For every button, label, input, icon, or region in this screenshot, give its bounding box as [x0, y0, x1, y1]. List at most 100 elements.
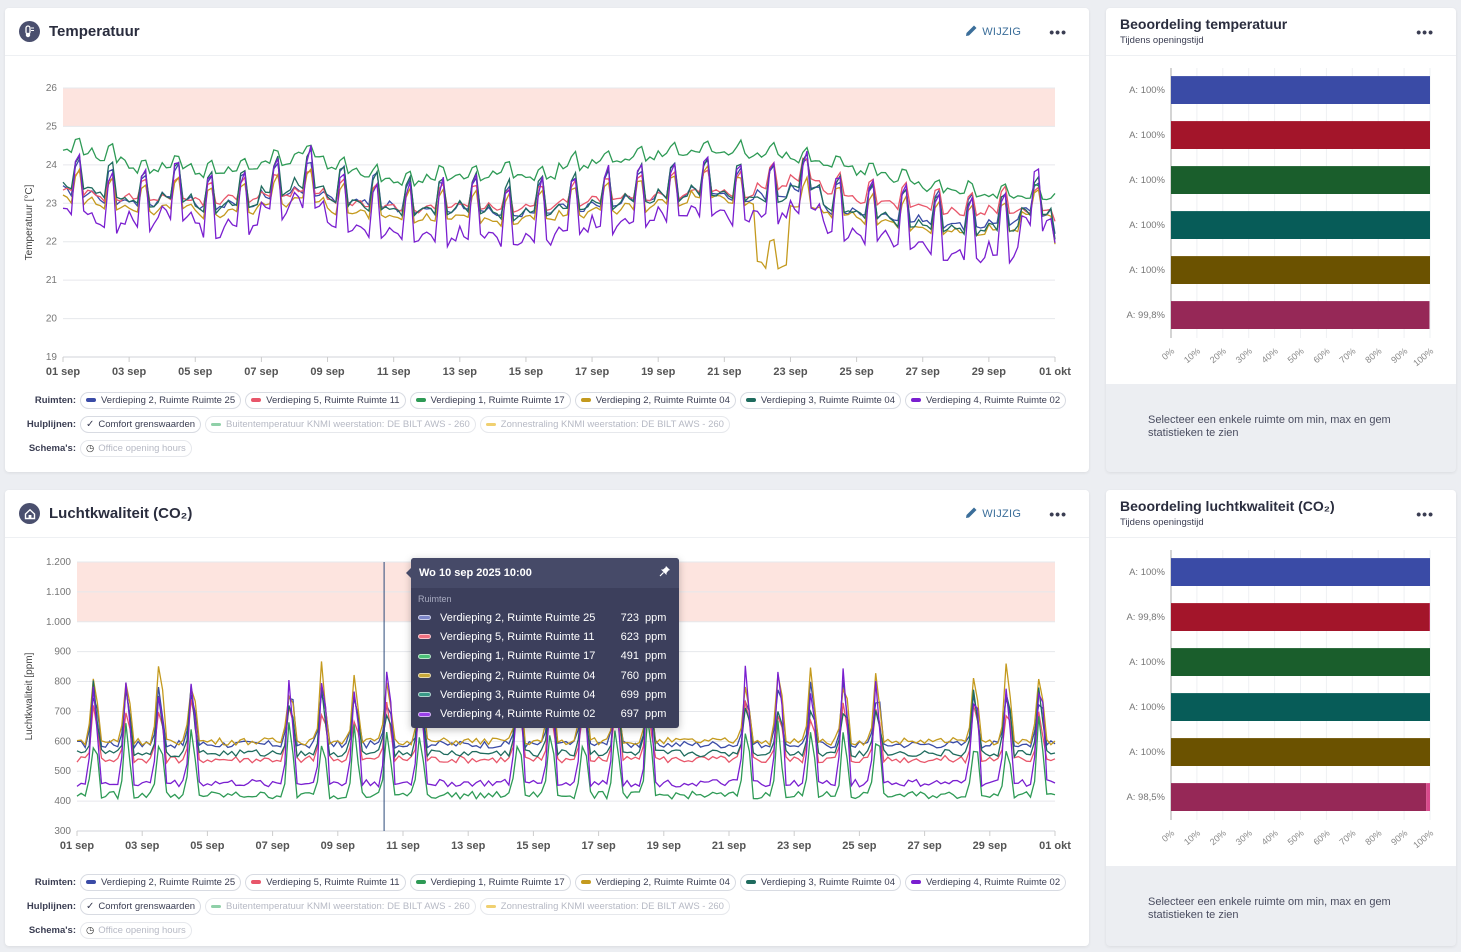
more-options-button[interactable]: ••• [1416, 24, 1434, 40]
y-tick-label: 23 [46, 198, 58, 209]
legend-row-label: Hulplijnen: [26, 418, 76, 430]
y-tick-label: 21 [46, 275, 58, 286]
color-swatch-icon [418, 615, 431, 621]
room-filter-chip[interactable]: Verdieping 2, Ruimte Ruimte 04 [574, 391, 736, 409]
more-options-button[interactable]: ••• [1049, 24, 1067, 40]
room-filter-chip[interactable]: Verdieping 2, Ruimte Ruimte 25 [80, 873, 242, 891]
rating-bar[interactable] [1171, 256, 1430, 284]
color-swatch-icon [745, 398, 756, 402]
series-line[interactable] [76, 699, 1056, 765]
chip-label: Verdieping 2, Ruimte Ruimte 04 [595, 394, 730, 406]
y-axis-label: Luchtkwaliteit [ppm] [24, 652, 35, 740]
x-tick-label: 100% [1411, 828, 1435, 850]
rating-bar[interactable] [1171, 121, 1430, 149]
guide-filter-chip[interactable]: ✓ Comfort grenswaarden [80, 897, 202, 915]
temperature-rating-panel: Beoordeling temperatuur Tijdens openings… [1106, 8, 1456, 472]
series-line[interactable] [62, 137, 1056, 201]
chip-label: Verdieping 1, Ruimte Ruimte 17 [430, 394, 565, 406]
schedule-filter-chip[interactable]: ◷ Office opening hours [80, 439, 192, 457]
room-filter-chip[interactable]: Verdieping 1, Ruimte Ruimte 17 [409, 873, 571, 891]
x-tick-label: 0% [1160, 828, 1176, 844]
y-tick-label: 300 [54, 826, 71, 837]
color-swatch-icon [485, 904, 496, 908]
x-tick-label: 70% [1337, 346, 1357, 365]
series-line[interactable] [76, 680, 1056, 759]
rating-bar[interactable] [1171, 166, 1430, 194]
chip-label: Verdieping 5, Ruimte Ruimte 11 [266, 876, 400, 888]
y-tick-label: 22 [46, 237, 58, 248]
series-line[interactable] [76, 661, 1056, 747]
guide-filter-chip[interactable]: Buitentemperatuur KNMI weerstation: DE B… [205, 897, 476, 915]
chip-label: Verdieping 4, Ruimte Ruimte 02 [926, 394, 1061, 406]
temperature-chart[interactable]: 19 20 21 22 23 24 25 26 01 sep 03 sep 05 sep 07 sep… [5, 64, 1089, 394]
series-line[interactable] [62, 146, 1056, 240]
room-filter-chip[interactable]: Verdieping 4, Ruimte Ruimte 02 [905, 391, 1067, 409]
y-axis-label: Temperatuur [°C] [24, 184, 35, 260]
series-line[interactable] [76, 716, 1056, 801]
x-tick-label: 05 sep [178, 366, 213, 378]
edit-button[interactable]: WIJZIG [965, 24, 1021, 40]
room-filter-chip[interactable]: Verdieping 5, Ruimte Ruimte 11 [245, 391, 406, 409]
x-tick-label: 27 sep [906, 366, 941, 378]
rating-bar[interactable] [1171, 211, 1430, 239]
rating-bar[interactable] [1171, 76, 1430, 104]
chip-label: Buitentemperatuur KNMI weerstation: DE B… [226, 900, 470, 912]
more-options-button[interactable]: ••• [1416, 506, 1434, 522]
rating-bar[interactable] [1171, 693, 1430, 721]
rating-bar[interactable] [1171, 301, 1430, 329]
bar-label: A: 100% [1129, 657, 1165, 668]
series-line[interactable] [76, 679, 1056, 750]
rating-bar[interactable] [1171, 738, 1430, 766]
y-tick-label: 600 [54, 736, 71, 747]
legend-row-label: Hulplijnen: [26, 900, 76, 912]
room-filter-chip[interactable]: Verdieping 2, Ruimte Ruimte 25 [80, 391, 242, 409]
edit-button[interactable]: WIJZIG [965, 506, 1021, 522]
series-line[interactable] [62, 164, 1056, 270]
guide-filter-chip[interactable]: Buitentemperatuur KNMI weerstation: DE B… [205, 415, 476, 433]
room-filter-chip[interactable]: Verdieping 2, Ruimte Ruimte 04 [574, 873, 736, 891]
pin-icon[interactable] [659, 565, 671, 580]
x-tick-label: 07 sep [255, 840, 290, 852]
y-tick-label: 24 [46, 160, 58, 171]
tooltip-section-label: Ruimten [418, 594, 452, 604]
legend-row-label: Ruimten: [34, 394, 76, 406]
y-tick-label: 1.100 [46, 587, 71, 598]
y-tick-label: 25 [46, 121, 58, 132]
legend-row-label: Ruimten: [34, 876, 76, 888]
chip-label: Verdieping 2, Ruimte Ruimte 25 [101, 394, 236, 406]
series-line[interactable] [76, 664, 1056, 789]
series-line[interactable] [62, 145, 1056, 265]
chip-label: Comfort grenswaarden [98, 900, 196, 912]
room-filter-chip[interactable]: Verdieping 3, Ruimte Ruimte 04 [739, 391, 901, 409]
x-tick-label: 40% [1260, 346, 1280, 365]
rating-bar[interactable] [1171, 558, 1430, 586]
tooltip-unit: ppm [645, 688, 667, 701]
schedule-filter-chip[interactable]: ◷ Office opening hours [80, 921, 192, 939]
color-swatch-icon [580, 398, 591, 402]
x-tick-label: 100% [1411, 346, 1435, 368]
room-filter-chip[interactable]: Verdieping 3, Ruimte Ruimte 04 [739, 873, 901, 891]
x-tick-label: 01 okt [1039, 840, 1071, 852]
panel-title: Luchtkwaliteit (CO₂) [49, 505, 193, 522]
room-filter-chip[interactable]: Verdieping 1, Ruimte Ruimte 17 [409, 391, 571, 409]
rooms-legend-row: Ruimten: Verdieping 2, Ruimte Ruimte 25 Ve… [5, 388, 1089, 412]
chip-label: Verdieping 5, Ruimte Ruimte 11 [266, 394, 400, 406]
rating-bar-remainder[interactable] [1429, 603, 1430, 631]
rating-bar[interactable] [1171, 648, 1430, 676]
rating-bar[interactable] [1171, 603, 1430, 631]
guide-filter-chip[interactable]: ✓ Comfort grenswaarden [80, 415, 202, 433]
rating-bar[interactable] [1171, 783, 1427, 811]
series-line[interactable] [62, 157, 1056, 222]
guide-filter-chip[interactable]: Zonnestraling KNMI weerstation: DE BILT … [479, 897, 730, 915]
x-tick-label: 80% [1363, 346, 1383, 365]
color-swatch-icon [418, 673, 431, 679]
room-filter-chip[interactable]: Verdieping 4, Ruimte Ruimte 02 [905, 873, 1067, 891]
room-filter-chip[interactable]: Verdieping 5, Ruimte Ruimte 11 [245, 873, 406, 891]
guide-filter-chip[interactable]: Zonnestraling KNMI weerstation: DE BILT … [479, 415, 730, 433]
y-tick-label: 1.000 [46, 617, 71, 628]
x-tick-label: 15 sep [509, 366, 544, 378]
rating-bar-remainder[interactable] [1426, 783, 1430, 811]
tooltip-room-name: Verdieping 2, Ruimte Ruimte 25 [440, 611, 596, 624]
x-tick-label: 50% [1286, 346, 1306, 365]
more-options-button[interactable]: ••• [1049, 506, 1067, 522]
